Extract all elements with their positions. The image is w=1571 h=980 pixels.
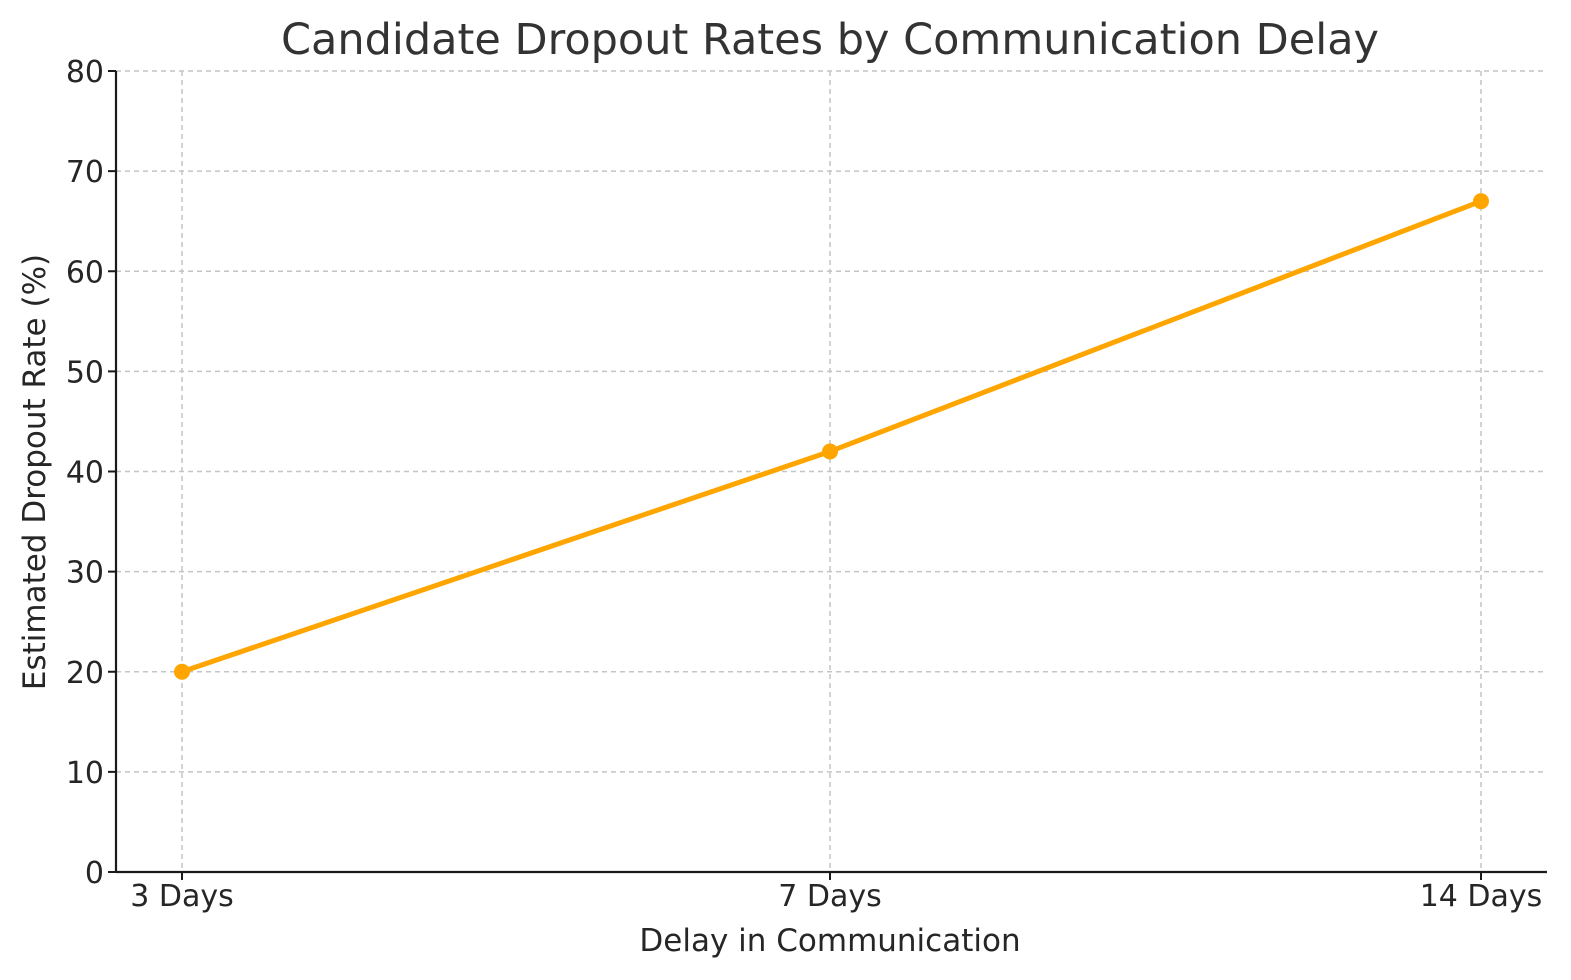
x-tick-label: 3 Days — [130, 879, 234, 914]
y-tick-label: 40 — [66, 456, 104, 491]
x-tick-label: 14 Days — [1420, 879, 1543, 914]
y-axis-label: Estimated Dropout Rate (%) — [17, 254, 53, 690]
data-point — [1473, 193, 1489, 210]
y-tick-label: 30 — [66, 556, 104, 591]
y-tick-label: 80 — [66, 55, 104, 90]
x-tick-label: 7 Days — [778, 879, 882, 914]
y-tick-label: 20 — [66, 656, 104, 691]
y-tick-label: 50 — [66, 355, 104, 390]
data-point — [174, 663, 190, 680]
grid — [116, 70, 1547, 872]
y-axis-ticks: 0 10 20 30 40 50 60 70 80 — [66, 55, 116, 891]
x-axis-label: Delay in Communication — [639, 923, 1020, 959]
y-tick-label: 60 — [66, 255, 104, 290]
series — [174, 193, 1489, 680]
chart-title: Candidate Dropout Rates by Communication… — [281, 15, 1379, 65]
y-tick-label: 0 — [85, 856, 104, 891]
x-axis-ticks: 3 Days 7 Days 14 Days — [130, 872, 1542, 914]
series-line-group — [174, 193, 1489, 680]
data-point — [822, 443, 838, 460]
y-tick-label: 70 — [66, 155, 104, 190]
y-tick-label: 10 — [66, 756, 104, 791]
